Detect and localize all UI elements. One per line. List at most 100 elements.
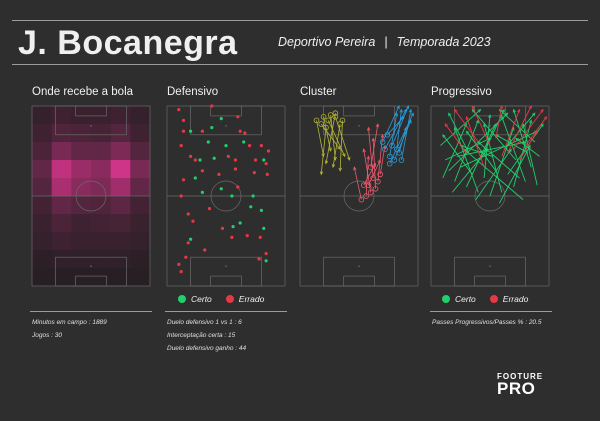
defensive-point-certo [189,129,193,133]
progressive-arrowhead-certo [504,112,509,117]
defensive-point-certo [219,187,223,191]
penalty-box-bottom [323,256,395,287]
defensive-point-certo [210,126,214,130]
heatmap-cell [130,214,151,233]
cluster-arrowhead-red [371,137,376,142]
heatmap-cell [110,196,131,215]
cluster-arrowhead-blue [403,126,408,131]
player-name: J. Bocanegra [18,24,238,62]
defensive-point-certo [206,140,210,144]
cluster-arrow-blue [387,116,405,136]
heatmap-cell [130,232,151,251]
defensive-point-certo [189,237,193,241]
cluster-arrowhead-olive [321,153,325,158]
progressive-arrowhead-certo [465,130,470,135]
progressive-pass-certo [460,130,538,168]
stats-rule-3 [430,311,552,312]
cluster-arrowhead-olive [324,160,329,165]
cluster-arrow-red [379,145,386,175]
heatmap-cell [32,268,52,287]
goal-box-top [343,105,375,117]
heatmap-cell [110,268,131,287]
defensive-point-errado [184,255,188,259]
goal-box-bottom [474,275,506,287]
heatmap-cell [32,106,52,125]
defensive-point-certo [262,158,266,162]
cluster-arrow-blue [401,109,412,161]
cluster-arrowhead-blue [400,116,405,120]
cluster-origin-blue [384,131,391,138]
progressive-arrowhead-certo [495,134,499,138]
progressive-arrowhead-errado [471,105,475,110]
footure-pro-logo: FOOTURE PRO [497,372,543,399]
defensive-point-errado [248,144,252,148]
legend-errado: Errado [238,294,265,304]
defensive-point-errado [257,257,261,261]
cluster-arrow-blue [398,127,407,153]
heatmap-cell [51,268,72,287]
progressive-pass-errado [507,105,532,154]
heatmap-cell [130,142,151,161]
heatmap-cell [32,232,52,251]
heatmap-cell [51,178,72,197]
cluster-arrow-blue [389,113,414,164]
defensive-point-certo [212,156,216,160]
progressive-legend: Certo Errado [442,294,528,304]
cluster-origin-blue [382,146,388,152]
goal-box-top [75,105,107,117]
progressive-pass-errado [519,130,538,161]
cluster-arrowhead-red [372,162,376,167]
cluster-arrowhead-red [366,155,371,160]
header-rule [12,64,588,65]
heatmap-cell [91,214,111,233]
cluster-origin-olive [327,112,334,118]
defensive-point-errado [236,115,240,119]
cluster-origin-red [368,189,374,196]
team-name: Deportivo Pereira [278,35,376,49]
progressive-pass-certo [454,127,479,193]
cluster-arrow-blue [384,109,407,150]
team-season: Deportivo Pereira | Temporada 2023 [278,35,491,49]
progressive-arrowhead-certo [453,126,458,131]
progressive-pass-certo [501,116,526,182]
defensive-point-certo [262,226,266,230]
progressive-arrowhead-certo [475,119,479,124]
progressive-pass-certo [456,141,526,157]
top-rule [12,20,588,21]
receives-title: Onde recebe a bola [32,86,134,98]
progressive-arrowhead-certo [540,123,544,128]
progressive-pass-errado [513,109,544,150]
defensive-point-errado [181,118,186,122]
cluster-origin-red [368,164,374,170]
cluster-arrow-red [365,156,369,197]
heatmap-cell [110,232,131,251]
defensive-point-errado [233,167,238,171]
heatmap-cell [110,160,131,179]
progressive-pass-certo [480,109,505,161]
progressive-pass-errado [454,109,479,143]
progressive-pass-certo [440,109,481,146]
cluster-origin-olive [339,117,346,124]
progressive-pass-certo [451,148,488,193]
cluster-origin-red [372,186,379,192]
cluster-arrowhead-olive [328,147,332,152]
heatmap-cell [32,124,52,143]
heatmap-cell [91,160,111,179]
cluster-arrow-olive [330,114,336,161]
progressive-pitch [430,105,550,287]
cluster-origin-blue [396,149,402,156]
defensive-point-certo [230,194,234,198]
heatmap-cell [71,232,92,251]
heatmap-cell [91,196,111,215]
cluster-arrowhead-red [375,123,380,128]
defensive-point-errado [245,234,249,238]
heatmap-cell [32,178,52,197]
progressive-pass-errado [444,123,467,154]
progressive-stat: Passes Progressivos/Passes % : 20.5 [432,319,542,326]
heatmap-cell [51,160,72,179]
heatmap-cell [130,268,151,287]
heatmap-cell [32,214,52,233]
defensive-point-errado [264,162,268,166]
heatmap-cell [51,214,72,233]
center-circle [75,180,107,212]
